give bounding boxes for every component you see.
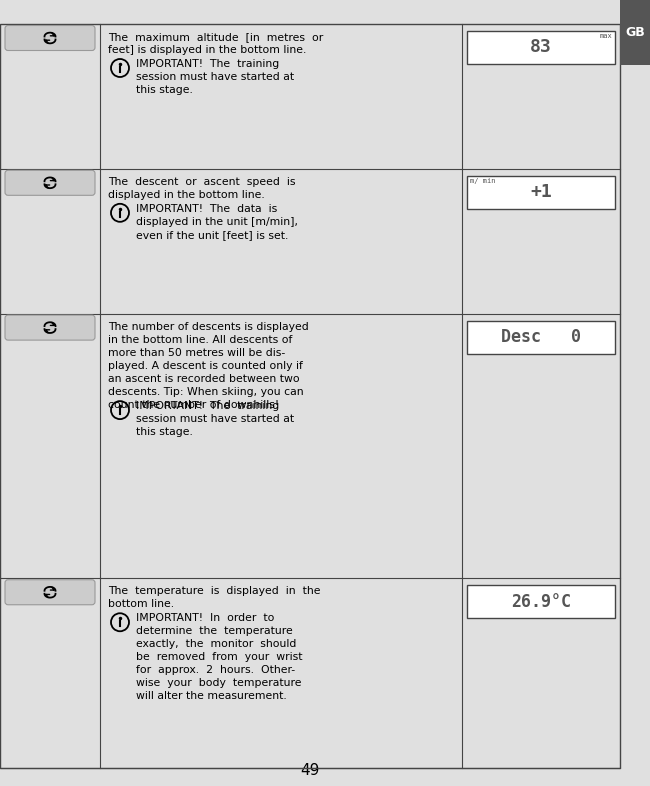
Text: 26.9°C: 26.9°C	[511, 593, 571, 611]
FancyBboxPatch shape	[5, 580, 95, 604]
Text: 83: 83	[530, 39, 552, 57]
Text: The number of descents is displayed
in the bottom line. All descents of
more tha: The number of descents is displayed in t…	[108, 321, 309, 410]
Text: Desc   0: Desc 0	[501, 328, 581, 346]
Bar	[467, 586, 615, 619]
Text: 49: 49	[300, 763, 320, 778]
FancyBboxPatch shape	[5, 25, 95, 50]
FancyBboxPatch shape	[5, 315, 95, 340]
Text: max: max	[599, 33, 612, 39]
Text: IMPORTANT!  In  order  to
determine  the  temperature
exactly,  the  monitor  sh: IMPORTANT! In order to determine the tem…	[136, 613, 302, 701]
Text: m/ min: m/ min	[470, 178, 495, 184]
Text: The  maximum  altitude  [in  metres  or
feet] is displayed in the bottom line.: The maximum altitude [in metres or feet]…	[108, 32, 323, 55]
Text: The  descent  or  ascent  speed  is
displayed in the bottom line.: The descent or ascent speed is displayed…	[108, 177, 296, 200]
Bar	[467, 321, 615, 354]
Bar	[467, 31, 615, 64]
Bar	[467, 176, 615, 209]
Text: The  temperature  is  displayed  in  the
bottom line.: The temperature is displayed in the bott…	[108, 586, 320, 609]
Text: IMPORTANT!  The  data  is
displayed in the unit [m/min],
even if the unit [feet]: IMPORTANT! The data is displayed in the …	[136, 204, 298, 240]
Text: GB: GB	[625, 27, 645, 39]
Text: IMPORTANT!  The  training
session must have started at
this stage.: IMPORTANT! The training session must hav…	[136, 401, 294, 437]
Text: IMPORTANT!  The  training
session must have started at
this stage.: IMPORTANT! The training session must hav…	[136, 59, 294, 95]
Bar	[620, 0, 650, 65]
FancyBboxPatch shape	[5, 171, 95, 195]
Text: +1: +1	[530, 183, 552, 201]
